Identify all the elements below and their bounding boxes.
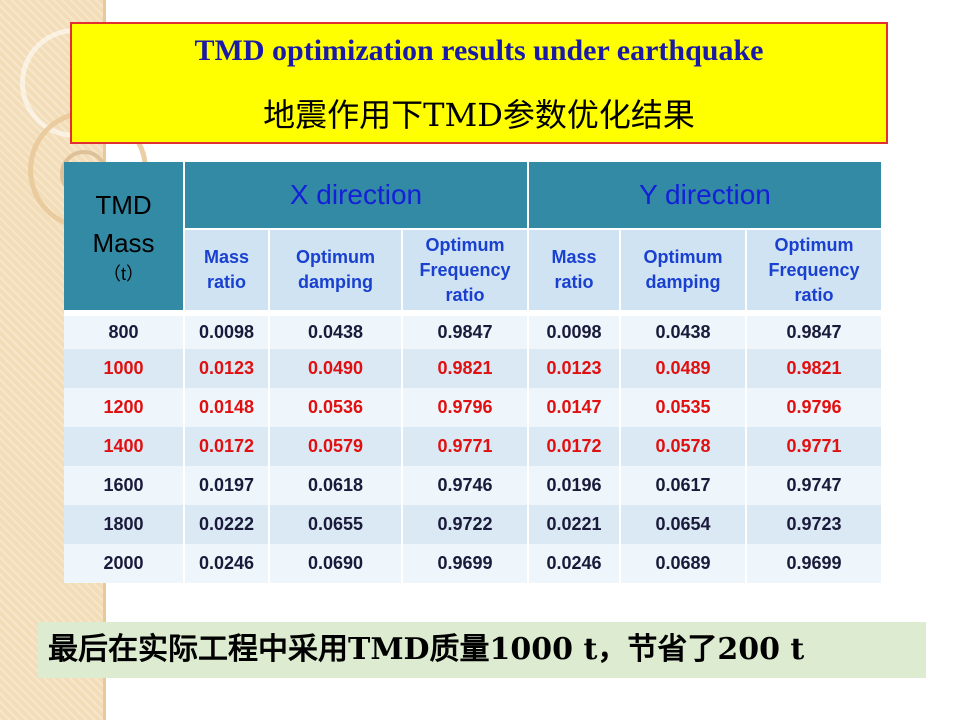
subheader-line: ratio [794,284,834,305]
cell-y-optimum-damping: 0.0578 [621,427,747,466]
cell-y-optimum-damping: 0.0438 [621,310,747,349]
header-y-mass-ratio: Mass ratio [529,230,621,310]
cell-x-optimum-damping: 0.0655 [270,505,403,544]
header-tmd-mass-line1: TMD [95,190,152,220]
cell-y-optimum-frequency-ratio: 0.9699 [747,544,881,583]
header-tmd-mass-line2: Mass [92,228,155,258]
header-y-optimum-damping: Optimum damping [621,230,747,310]
table-row: 1800 0.0222 0.0655 0.9722 0.0221 0.0654 0.9723 [64,505,881,544]
table-row: 1200 0.0148 0.0536 0.9796 0.0147 0.0535 0.9796 [64,388,881,427]
cell-tmd-mass: 1800 [64,505,185,544]
header-tmd-mass: TMD Mass （t） [64,162,185,310]
cell-y-optimum-damping: 0.0689 [621,544,747,583]
subheader-line: ratio [554,272,594,292]
cell-y-mass-ratio: 0.0172 [529,427,621,466]
cell-y-optimum-frequency-ratio: 0.9771 [747,427,881,466]
cell-x-optimum-damping: 0.0438 [270,310,403,349]
table-body: 800 0.0098 0.0438 0.9847 0.0098 0.0438 0.9847 1… [64,310,881,583]
conclusion-note: 最后在实际工程中采用TMD质量1000 t，节省了200 t [38,622,926,678]
table-row: 800 0.0098 0.0438 0.9847 0.0098 0.0438 0.9847 [64,310,881,349]
subheader-line: damping [298,272,373,292]
tmd-results-table: TMD Mass （t） X direction Y direction Mas… [64,162,881,583]
header-y-optimum-frequency-ratio: Optimum Frequency ratio [747,230,881,310]
cell-x-mass-ratio: 0.0098 [185,310,270,349]
cell-y-mass-ratio: 0.0098 [529,310,621,349]
cell-x-optimum-frequency-ratio: 0.9796 [403,388,529,427]
header-x-mass-ratio: Mass ratio [185,230,270,310]
subheader-line: Optimum [425,234,505,255]
cell-x-optimum-frequency-ratio: 0.9847 [403,310,529,349]
cell-x-mass-ratio: 0.0246 [185,544,270,583]
cell-tmd-mass: 800 [64,310,185,349]
subheader-line: Optimum [643,247,723,267]
cell-y-mass-ratio: 0.0221 [529,505,621,544]
cell-y-optimum-damping: 0.0654 [621,505,747,544]
cell-y-optimum-damping: 0.0617 [621,466,747,505]
cell-y-mass-ratio: 0.0147 [529,388,621,427]
header-x-optimum-damping: Optimum damping [270,230,403,310]
cell-x-mass-ratio: 0.0222 [185,505,270,544]
subheader-line: Mass [551,247,597,267]
cell-y-optimum-frequency-ratio: 0.9723 [747,505,881,544]
cell-x-mass-ratio: 0.0197 [185,466,270,505]
cell-x-optimum-frequency-ratio: 0.9821 [403,349,529,388]
cell-x-optimum-frequency-ratio: 0.9771 [403,427,529,466]
cell-x-optimum-damping: 0.0490 [270,349,403,388]
slide-title-box: TMD optimization results under earthquak… [70,22,888,144]
cell-x-optimum-frequency-ratio: 0.9699 [403,544,529,583]
slide-title-english: TMD optimization results under earthquak… [194,34,764,67]
cell-x-optimum-frequency-ratio: 0.9722 [403,505,529,544]
cell-y-optimum-frequency-ratio: 0.9821 [747,349,881,388]
cell-y-mass-ratio: 0.0196 [529,466,621,505]
subheader-line: Frequency [768,259,860,280]
cell-x-mass-ratio: 0.0148 [185,388,270,427]
table-row: 2000 0.0246 0.0690 0.9699 0.0246 0.0689 0.9699 [64,544,881,583]
cell-x-optimum-damping: 0.0618 [270,466,403,505]
cell-y-mass-ratio: 0.0123 [529,349,621,388]
cell-y-optimum-frequency-ratio: 0.9747 [747,466,881,505]
cell-y-optimum-damping: 0.0489 [621,349,747,388]
subheader-line: ratio [206,272,246,292]
cell-y-optimum-damping: 0.0535 [621,388,747,427]
cell-x-optimum-damping: 0.0536 [270,388,403,427]
cell-y-optimum-frequency-ratio: 0.9847 [747,310,881,349]
cell-x-optimum-damping: 0.0690 [270,544,403,583]
cell-tmd-mass: 1200 [64,388,185,427]
table-row: 1400 0.0172 0.0579 0.9771 0.0172 0.0578 0.9771 [64,427,881,466]
header-tmd-mass-unit: （t） [102,264,144,284]
subheader-line: Optimum [774,234,854,255]
cell-x-mass-ratio: 0.0123 [185,349,270,388]
cell-tmd-mass: 1600 [64,466,185,505]
cell-y-optimum-frequency-ratio: 0.9796 [747,388,881,427]
subheader-line: Frequency [419,259,511,280]
table-row: 1600 0.0197 0.0618 0.9746 0.0196 0.0617 0.9747 [64,466,881,505]
cell-x-mass-ratio: 0.0172 [185,427,270,466]
cell-tmd-mass: 2000 [64,544,185,583]
slide-title-chinese: 地震作用下TMD参数优化结果 [263,96,695,134]
cell-tmd-mass: 1000 [64,349,185,388]
cell-x-optimum-damping: 0.0579 [270,427,403,466]
header-y-direction: Y direction [529,162,881,230]
subheader-line: ratio [445,284,485,305]
subheader-line: Mass [203,247,250,267]
subheader-line: damping [645,272,721,292]
cell-tmd-mass: 1400 [64,427,185,466]
header-x-direction: X direction [185,162,529,230]
table-row: 1000 0.0123 0.0490 0.9821 0.0123 0.0489 0.9821 [64,349,881,388]
cell-y-mass-ratio: 0.0246 [529,544,621,583]
header-x-optimum-frequency-ratio: Optimum Frequency ratio [403,230,529,310]
cell-x-optimum-frequency-ratio: 0.9746 [403,466,529,505]
subheader-line: Optimum [296,247,375,267]
